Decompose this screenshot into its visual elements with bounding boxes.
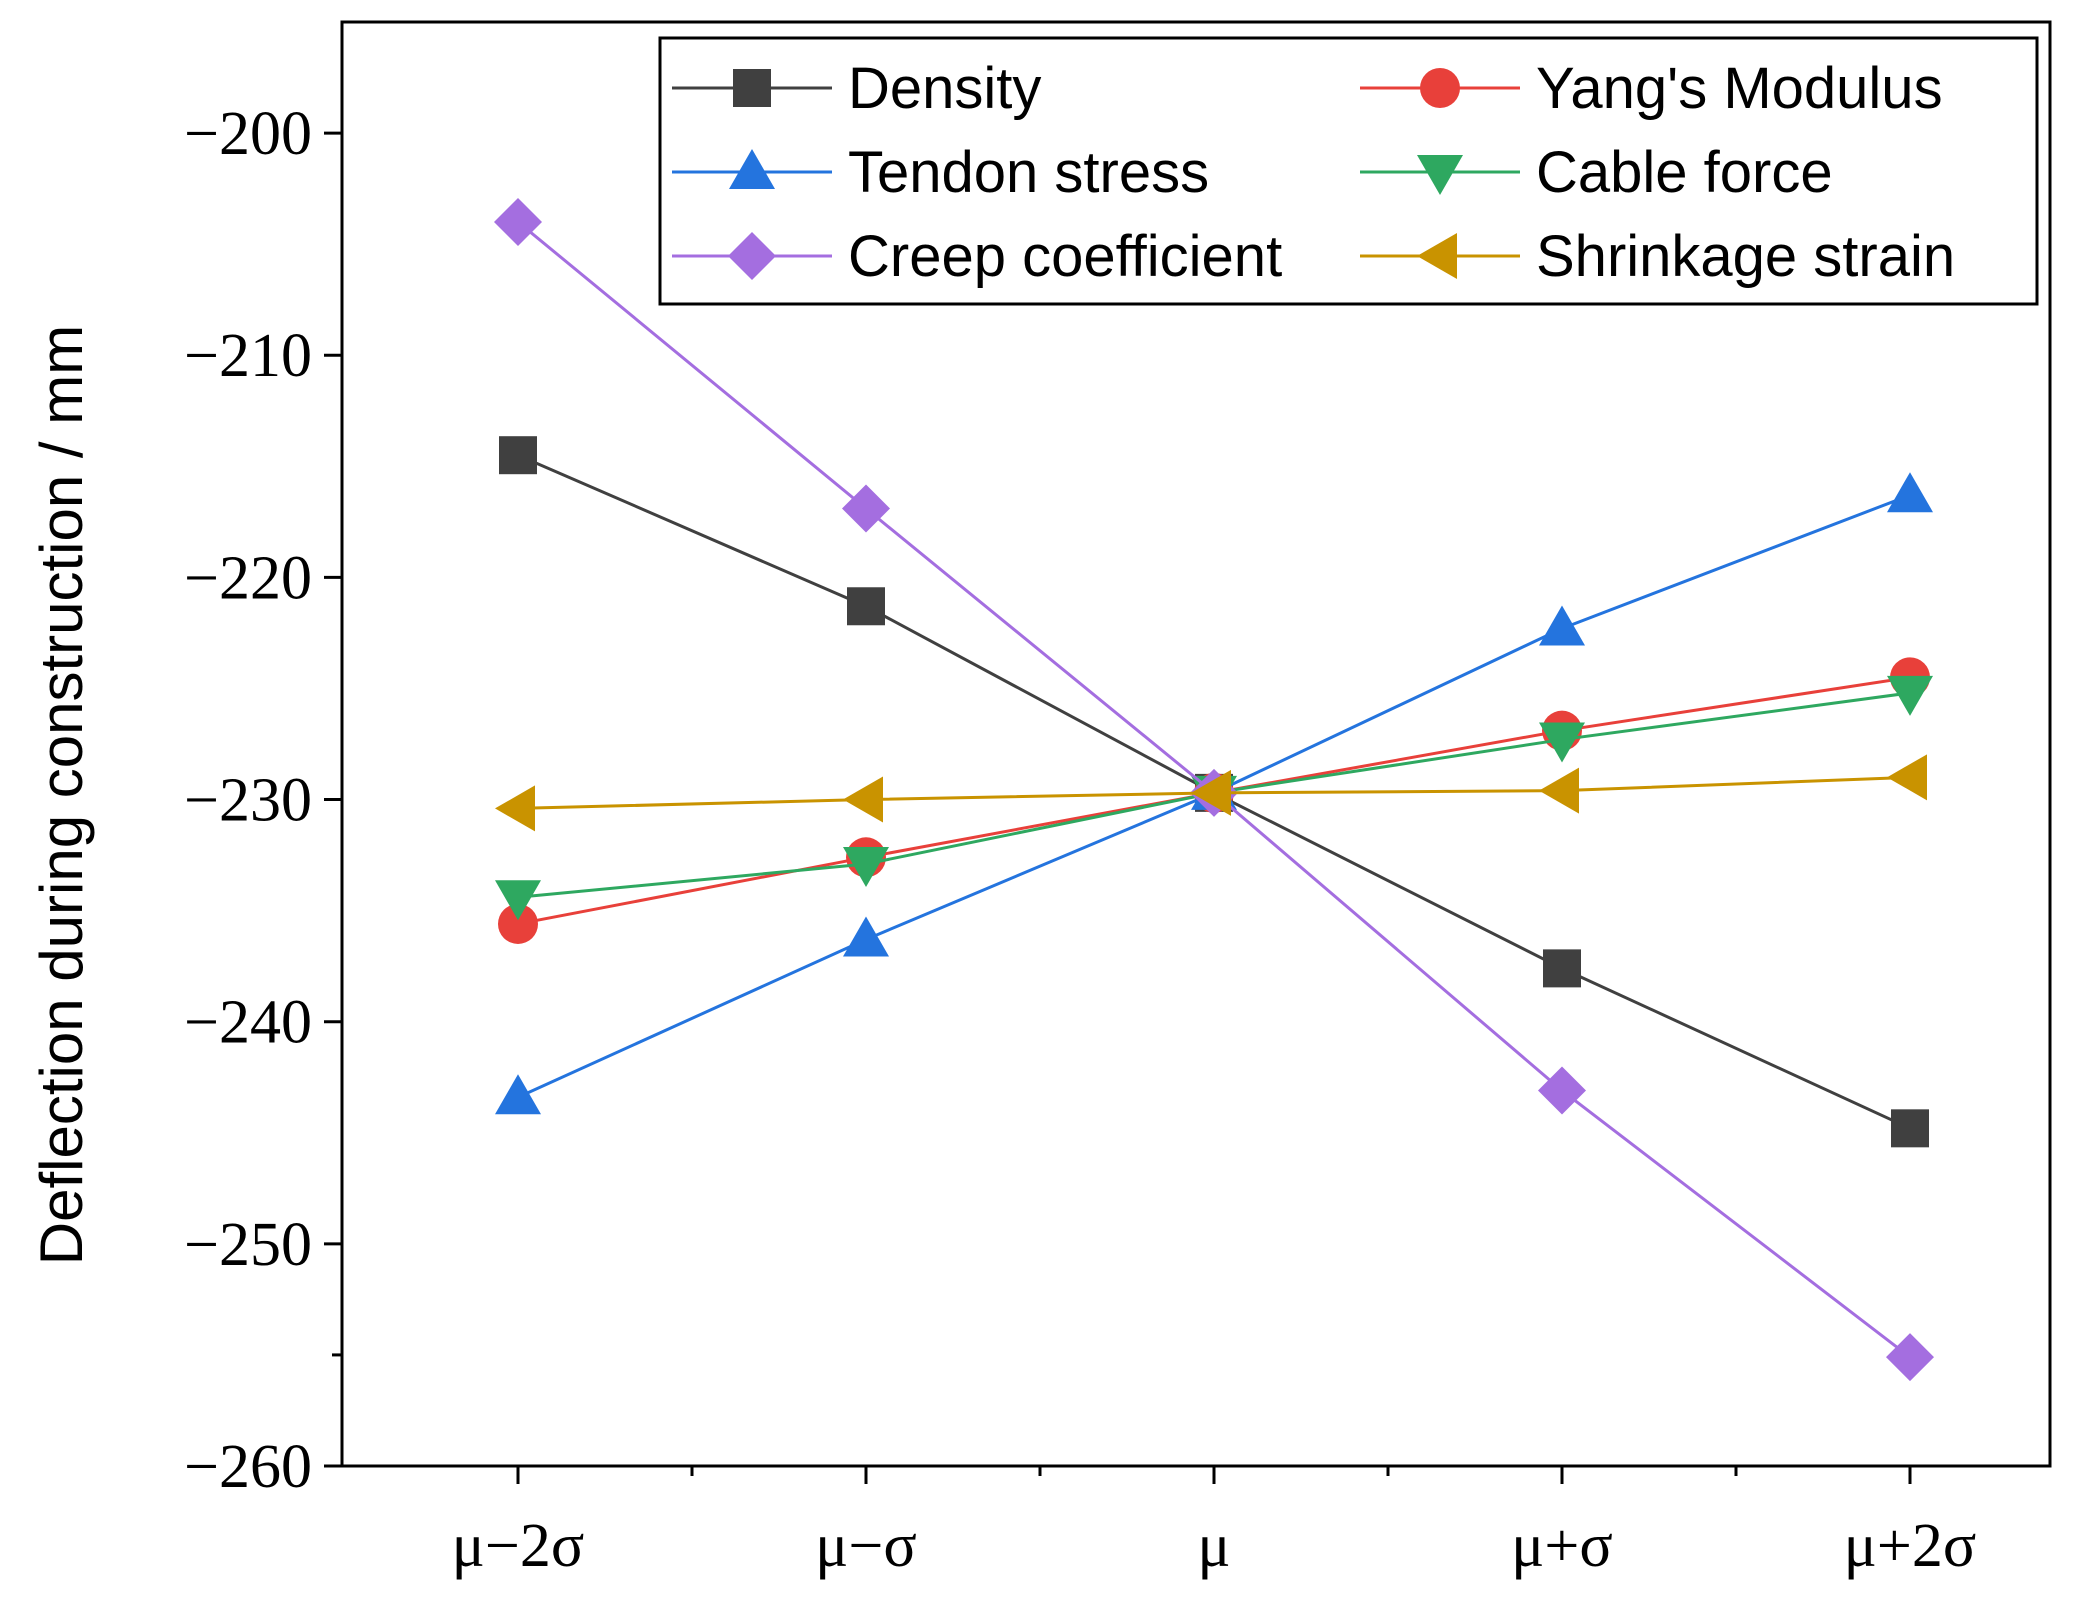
data-point-density — [499, 436, 537, 475]
data-point-cable-force — [1887, 675, 1933, 716]
data-point-tendon-stress — [1887, 472, 1933, 513]
data-point-creep-coefficient — [842, 484, 890, 533]
legend-marker-tendon-stress — [729, 149, 775, 189]
series-shrinkage-strain — [495, 754, 1927, 832]
data-point-creep-coefficient — [494, 197, 542, 246]
legend-label: Yang's Modulus — [1536, 56, 1943, 121]
data-point-creep-coefficient — [1886, 1333, 1934, 1382]
data-point-yang-s-modulus — [498, 903, 538, 944]
data-point-tendon-stress — [495, 1074, 541, 1115]
legend-label: Density — [848, 56, 1041, 121]
legend-label: Shrinkage strain — [1536, 224, 1955, 289]
legend-marker-creep-coefficient — [728, 232, 776, 280]
x-tick-label: μ — [1197, 1512, 1230, 1580]
data-point-cable-force — [1539, 722, 1585, 763]
legend-item-shrinkage-strain: Shrinkage strain — [1360, 224, 1955, 289]
plot-frame — [340, 20, 2052, 1468]
legend-item-cable-force: Cable force — [1360, 140, 1833, 205]
y-tick-label: −200 — [184, 100, 312, 168]
legend-item-tendon-stress: Tendon stress — [672, 140, 1209, 205]
y-tick-label: −250 — [184, 1211, 312, 1279]
y-tick-label: −210 — [184, 322, 312, 390]
legend-label: Cable force — [1536, 140, 1833, 205]
series-layer — [494, 197, 1934, 1382]
x-tick-label: μ+2σ — [1844, 1512, 1977, 1580]
y-tick-label: −220 — [184, 544, 312, 612]
legend-marker-shrinkage-strain — [1417, 233, 1457, 279]
y-tick-label: −240 — [184, 989, 312, 1057]
legend-item-yang-s-modulus: Yang's Modulus — [1360, 56, 1943, 121]
data-point-tendon-stress — [843, 916, 889, 957]
y-tick-label: −230 — [184, 767, 312, 835]
data-point-density — [1891, 1109, 1929, 1148]
data-point-cable-force — [495, 880, 541, 921]
y-axis-title: Deflection during construction / mm — [28, 325, 95, 1265]
data-point-shrinkage-strain — [495, 785, 535, 832]
legend-label: Tendon stress — [848, 140, 1209, 205]
x-tick-label: μ−2σ — [452, 1512, 585, 1580]
legend-marker-yang-s-modulus — [1420, 68, 1460, 108]
data-point-cable-force — [843, 846, 889, 887]
data-point-density — [1543, 949, 1581, 988]
legend-marker-density — [733, 69, 771, 107]
data-point-tendon-stress — [1539, 605, 1585, 646]
legend-marker-cable-force — [1417, 155, 1463, 195]
x-tick-label: μ+σ — [1511, 1512, 1613, 1580]
legend-item-creep-coefficient: Creep coefficient — [672, 224, 1282, 289]
data-point-creep-coefficient — [1538, 1066, 1586, 1115]
data-point-shrinkage-strain — [1191, 769, 1231, 816]
data-point-shrinkage-strain — [1539, 767, 1579, 814]
y-tick-label: −260 — [184, 1433, 312, 1501]
data-point-density — [847, 587, 885, 626]
data-point-shrinkage-strain — [1887, 754, 1927, 801]
legend-label: Creep coefficient — [848, 224, 1282, 289]
axes: −200 −210 −220 −230 −240 −250 −260 μ−2σ μ−σ μ μ+σ μ… — [184, 20, 2052, 1580]
legend-box — [658, 36, 2039, 306]
data-point-shrinkage-strain — [843, 776, 883, 823]
legend: Density Yang's Modulus Tendon stress Cable … — [658, 36, 2039, 306]
legend-item-density: Density — [672, 56, 1041, 121]
x-tick-label: μ−σ — [815, 1512, 917, 1580]
